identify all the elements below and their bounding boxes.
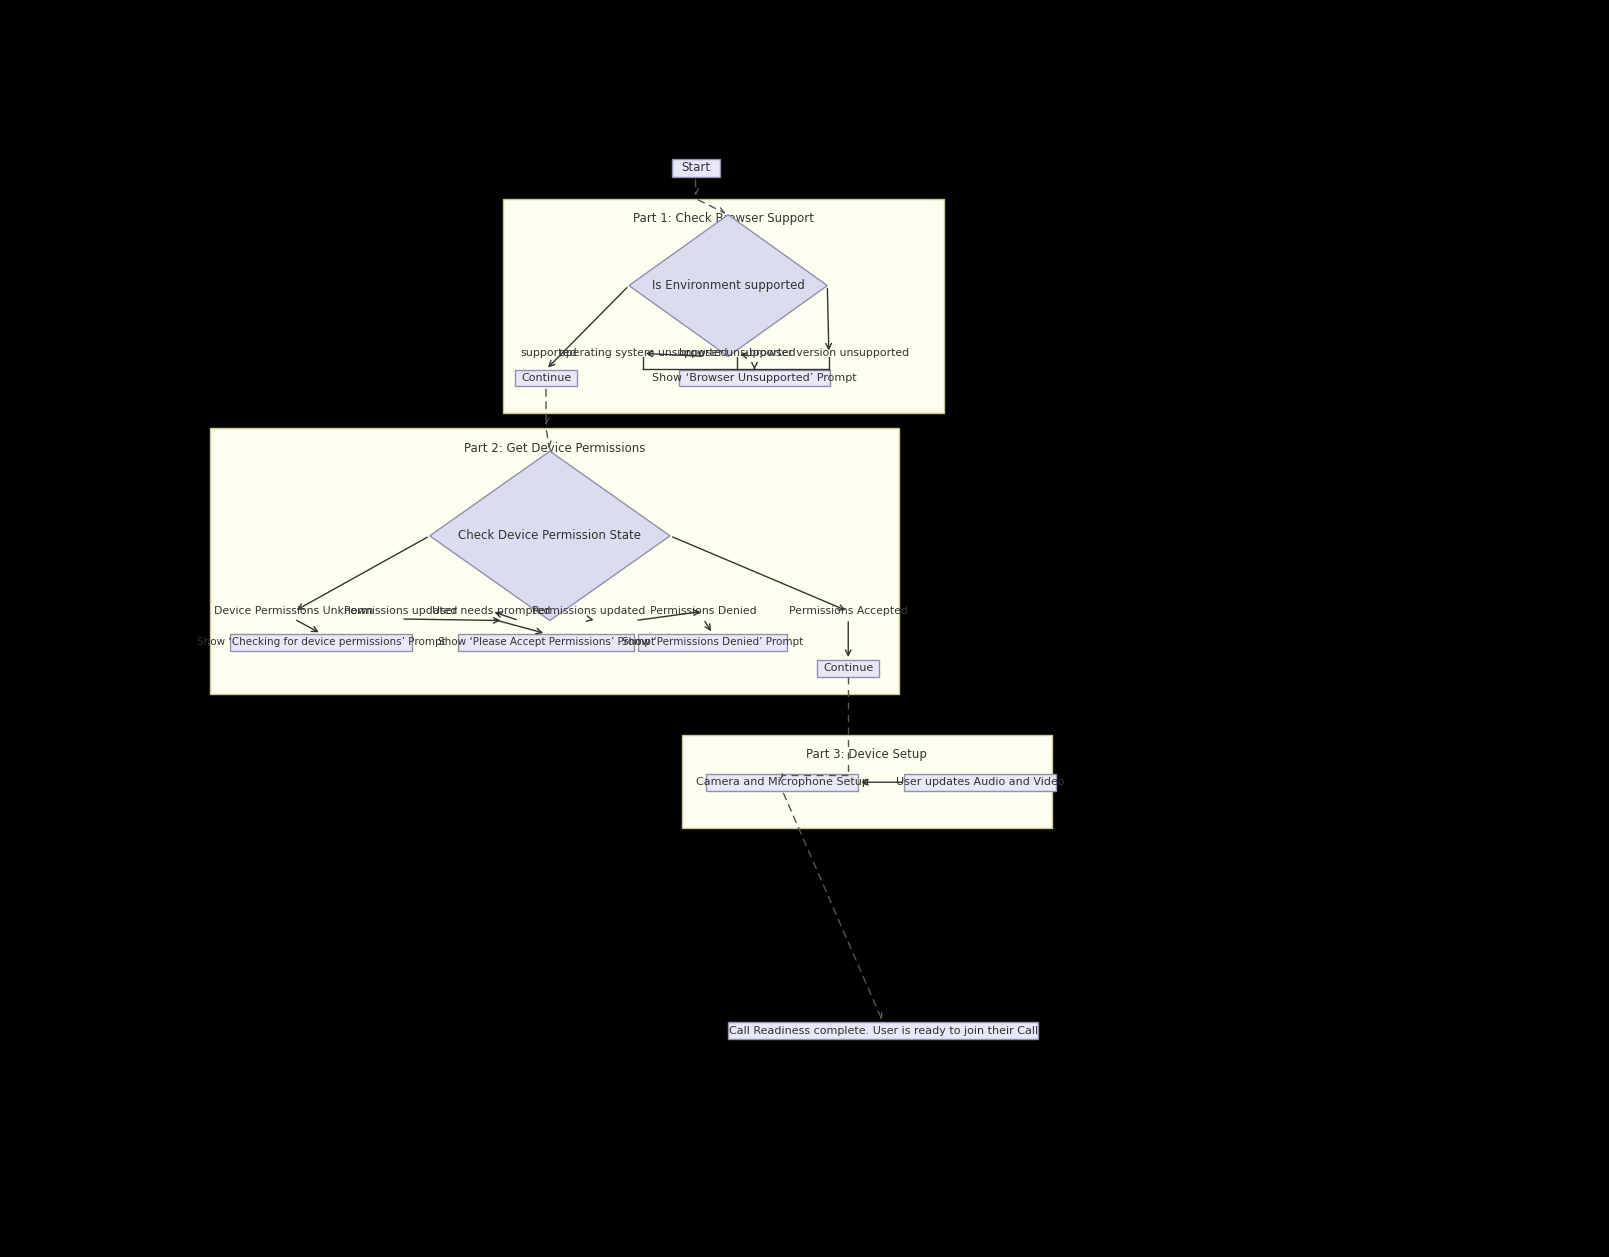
- Text: Permissions updated: Permissions updated: [344, 606, 459, 616]
- FancyBboxPatch shape: [904, 774, 1056, 791]
- FancyBboxPatch shape: [817, 660, 879, 676]
- Text: Permissions updated: Permissions updated: [533, 606, 645, 616]
- Text: Start: Start: [681, 161, 710, 175]
- Text: supported: supported: [520, 348, 576, 358]
- Text: Device Permissions Unknown: Device Permissions Unknown: [214, 606, 373, 616]
- Text: Check Device Permission State: Check Device Permission State: [459, 529, 642, 542]
- Text: browser unsupported: browser unsupported: [679, 348, 796, 358]
- Text: operating system unsupported: operating system unsupported: [558, 348, 727, 358]
- FancyBboxPatch shape: [682, 734, 1052, 828]
- FancyBboxPatch shape: [671, 158, 719, 177]
- Text: Is Environment supported: Is Environment supported: [652, 279, 804, 292]
- Text: Show ‘Permissions Denied’ Prompt: Show ‘Permissions Denied’ Prompt: [623, 637, 803, 647]
- Text: Part 1: Check Browser Support: Part 1: Check Browser Support: [632, 212, 814, 225]
- Text: Show ‘Browser Unsupported’ Prompt: Show ‘Browser Unsupported’ Prompt: [652, 373, 856, 383]
- FancyBboxPatch shape: [457, 634, 634, 651]
- FancyBboxPatch shape: [230, 634, 412, 651]
- FancyBboxPatch shape: [211, 429, 898, 694]
- FancyBboxPatch shape: [706, 774, 858, 791]
- FancyBboxPatch shape: [504, 199, 943, 412]
- FancyBboxPatch shape: [679, 370, 830, 386]
- Text: Part 3: Device Setup: Part 3: Device Setup: [806, 748, 927, 762]
- Polygon shape: [430, 451, 669, 621]
- FancyBboxPatch shape: [729, 1022, 1038, 1040]
- Text: Part 2: Get Device Permissions: Part 2: Get Device Permissions: [463, 442, 645, 455]
- Text: Permissions Denied: Permissions Denied: [650, 606, 756, 616]
- Text: Call Readiness complete. User is ready to join their Call: Call Readiness complete. User is ready t…: [729, 1026, 1038, 1036]
- FancyBboxPatch shape: [639, 634, 787, 651]
- Text: browser version unsupported: browser version unsupported: [748, 348, 909, 358]
- Text: Continue: Continue: [824, 664, 874, 674]
- Text: Camera and Microphone Setup: Camera and Microphone Setup: [697, 777, 869, 787]
- Text: Show ‘Please Accept Permissions’ Prompt: Show ‘Please Accept Permissions’ Prompt: [438, 637, 655, 647]
- Text: Show ‘Checking for device permissions’ Prompt: Show ‘Checking for device permissions’ P…: [196, 637, 446, 647]
- Text: Continue: Continue: [521, 373, 571, 383]
- FancyBboxPatch shape: [515, 370, 578, 386]
- Text: User updates Audio and Video: User updates Audio and Video: [896, 777, 1064, 787]
- Text: Permissions Accepted: Permissions Accepted: [788, 606, 907, 616]
- Text: User needs prompted: User needs prompted: [433, 606, 550, 616]
- Polygon shape: [629, 215, 827, 357]
